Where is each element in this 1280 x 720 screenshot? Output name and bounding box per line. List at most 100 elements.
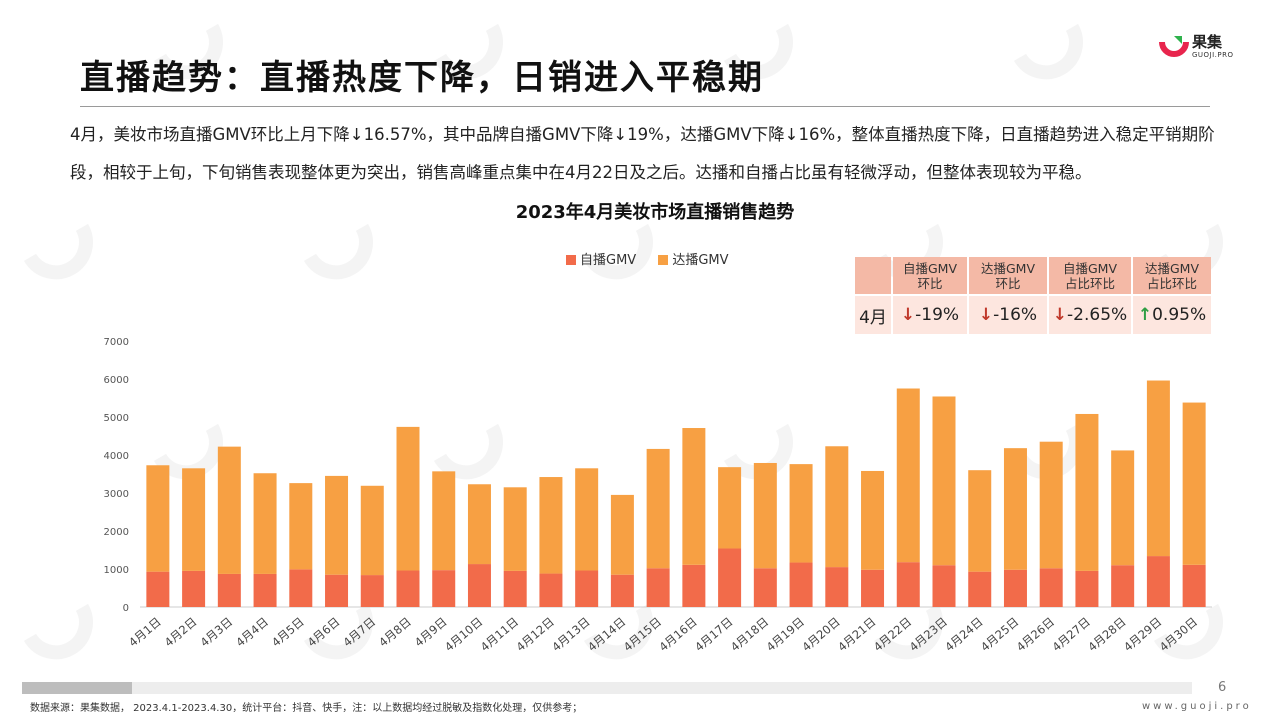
y-tick-label: 2000 bbox=[104, 527, 129, 538]
y-tick-label: 6000 bbox=[104, 375, 129, 386]
x-tick-label: 4月14日 bbox=[585, 615, 628, 655]
kpi-value: -19% bbox=[915, 305, 960, 325]
y-tick-label: 4000 bbox=[104, 451, 129, 462]
legend-label-influencer: 达播GMV bbox=[672, 253, 729, 268]
kpi-corner-cell bbox=[855, 257, 891, 294]
kpi-value-cell: ↑0.95% bbox=[1133, 296, 1211, 334]
x-tick-label: 4月20日 bbox=[799, 615, 842, 655]
page-number: 6 bbox=[1218, 680, 1227, 695]
kpi-value-cell: ↓-19% bbox=[893, 296, 967, 334]
bar-influencer-broadcast bbox=[467, 484, 491, 565]
stacked-bar-chart: 010002000300040005000600070004月1日4月2日4月3… bbox=[104, 337, 1212, 655]
bar-self-broadcast bbox=[1182, 564, 1206, 607]
logo-icon bbox=[1159, 36, 1189, 57]
chart-title: 2023年4月美妆市场直播销售趋势 bbox=[515, 202, 795, 223]
bar-self-broadcast bbox=[253, 573, 277, 607]
bar-influencer-broadcast bbox=[753, 462, 777, 569]
bar-self-broadcast bbox=[146, 571, 170, 607]
bar-self-broadcast bbox=[325, 574, 349, 607]
bar-influencer-broadcast bbox=[503, 487, 527, 571]
kpi-value-cell: ↓-2.65% bbox=[1049, 296, 1131, 334]
x-tick-label: 4月1日 bbox=[126, 615, 164, 650]
x-tick-label: 4月8日 bbox=[376, 615, 414, 650]
kpi-header-row: 自播GMV环比 达播GMV环比 自播GMV占比环比 达播GMV占比环比 bbox=[855, 257, 1211, 294]
x-tick-label: 4月5日 bbox=[269, 615, 307, 650]
watermark-logo-icon bbox=[23, 223, 93, 280]
x-tick-label: 4月10日 bbox=[442, 615, 485, 655]
x-tick-label: 4月4日 bbox=[233, 615, 271, 650]
bar-influencer-broadcast bbox=[539, 477, 563, 574]
legend-item-self: 自播GMV bbox=[566, 249, 636, 268]
brand-logo: 果集 GUOJI.PRO bbox=[1158, 30, 1238, 66]
bar-influencer-broadcast bbox=[932, 396, 956, 566]
kpi-row-label: 4月 bbox=[855, 296, 891, 334]
chart-legend: 自播GMV 达播GMV bbox=[566, 249, 747, 268]
bar-influencer-broadcast bbox=[1146, 380, 1170, 557]
bar-influencer-broadcast bbox=[146, 465, 170, 572]
kpi-header-cell: 自播GMV占比环比 bbox=[1049, 257, 1131, 294]
y-tick-label: 5000 bbox=[104, 413, 129, 424]
bar-self-broadcast bbox=[289, 569, 313, 607]
arrow-down-icon: ↓ bbox=[900, 305, 916, 325]
bar-influencer-broadcast bbox=[360, 485, 384, 576]
bar-influencer-broadcast bbox=[575, 468, 599, 571]
bar-self-broadcast bbox=[896, 562, 920, 607]
x-tick-label: 4月23日 bbox=[906, 615, 949, 655]
x-tick-label: 4月30日 bbox=[1157, 615, 1200, 655]
x-tick-label: 4月12日 bbox=[513, 615, 556, 655]
bar-self-broadcast bbox=[432, 570, 456, 607]
bar-self-broadcast bbox=[1039, 568, 1063, 607]
watermark-logo-icon bbox=[1013, 23, 1083, 80]
bar-influencer-broadcast bbox=[610, 494, 634, 575]
bar-self-broadcast bbox=[467, 564, 491, 607]
kpi-value-row: 4月 ↓-19% ↓-16% ↓-2.65% ↑0.95% bbox=[855, 296, 1211, 334]
arrow-up-icon: ↑ bbox=[1137, 305, 1153, 325]
x-tick-label: 4月18日 bbox=[728, 615, 771, 655]
bar-self-broadcast bbox=[932, 565, 956, 607]
page-title: 直播趋势：直播热度下降，日销进入平稳期 bbox=[80, 58, 764, 98]
x-tick-label: 4月11日 bbox=[478, 615, 521, 655]
bar-self-broadcast bbox=[646, 568, 670, 607]
bar-self-broadcast bbox=[1075, 570, 1099, 607]
site-url: www.guoji.pro bbox=[1142, 701, 1252, 712]
bar-self-broadcast bbox=[1146, 556, 1170, 607]
kpi-header-cell: 达播GMV占比环比 bbox=[1133, 257, 1211, 294]
bar-self-broadcast bbox=[861, 569, 885, 607]
x-tick-label: 4月27日 bbox=[1049, 615, 1092, 655]
bar-influencer-broadcast bbox=[253, 473, 277, 574]
x-tick-label: 4月24日 bbox=[942, 615, 985, 655]
data-source-note: 数据来源：果集数据， 2023.4.1-2023.4.30，统计平台：抖音、快手… bbox=[30, 703, 583, 714]
bar-self-broadcast bbox=[575, 570, 599, 607]
legend-swatch-self bbox=[566, 255, 576, 265]
bar-influencer-broadcast bbox=[182, 468, 206, 571]
bar-influencer-broadcast bbox=[432, 471, 456, 571]
kpi-value: 0.95% bbox=[1152, 305, 1207, 325]
kpi-header-label: 达播GMV环比 bbox=[980, 260, 1036, 291]
bar-influencer-broadcast bbox=[1075, 413, 1099, 571]
kpi-header-label: 达播GMV占比环比 bbox=[1144, 260, 1200, 291]
bar-influencer-broadcast bbox=[217, 446, 241, 574]
y-tick-label: 3000 bbox=[104, 489, 129, 500]
bar-self-broadcast bbox=[182, 570, 206, 607]
x-tick-label: 4月13日 bbox=[549, 615, 592, 655]
bar-influencer-broadcast bbox=[289, 483, 313, 570]
bar-self-broadcast bbox=[1003, 569, 1027, 607]
bar-self-broadcast bbox=[753, 568, 777, 607]
progress-indicator bbox=[22, 682, 132, 694]
arrow-down-icon: ↓ bbox=[1052, 305, 1068, 325]
x-tick-label: 4月17日 bbox=[692, 615, 735, 655]
y-tick-label: 1000 bbox=[104, 565, 129, 576]
bar-influencer-broadcast bbox=[682, 428, 706, 565]
kpi-header-label: 自播GMV环比 bbox=[902, 260, 958, 291]
bar-self-broadcast bbox=[610, 574, 634, 607]
logo-text: 果集 bbox=[1192, 33, 1223, 51]
x-tick-label: 4月26日 bbox=[1014, 615, 1057, 655]
arrow-down-icon: ↓ bbox=[978, 305, 994, 325]
bar-influencer-broadcast bbox=[325, 475, 349, 575]
progress-track bbox=[22, 682, 1192, 694]
x-tick-label: 4月21日 bbox=[835, 615, 878, 655]
bar-influencer-broadcast bbox=[718, 467, 742, 549]
kpi-header-cell: 达播GMV环比 bbox=[969, 257, 1047, 294]
kpi-value: -16% bbox=[993, 305, 1038, 325]
bar-influencer-broadcast bbox=[968, 470, 992, 572]
